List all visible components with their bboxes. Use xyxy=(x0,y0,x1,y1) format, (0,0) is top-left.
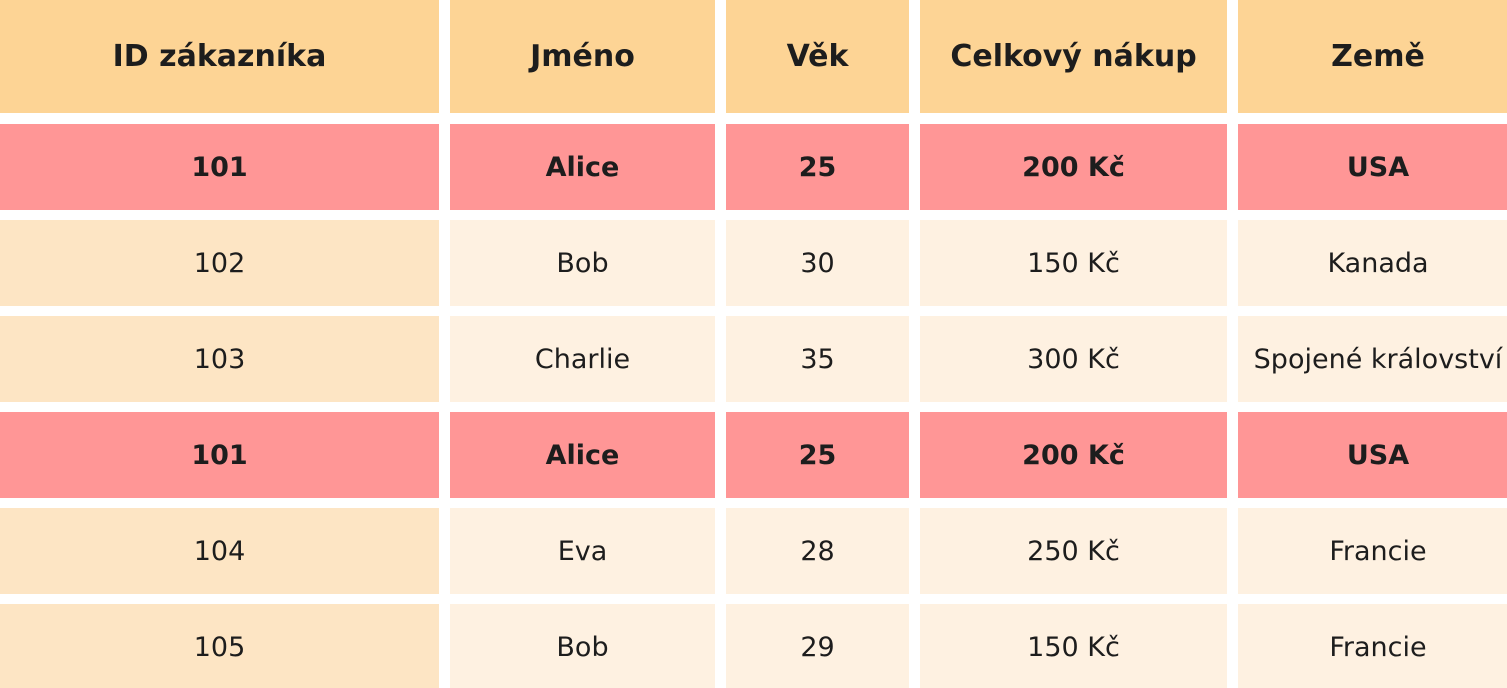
table-cell: Bob xyxy=(450,220,715,306)
table-cell: 150 Kč xyxy=(920,604,1227,688)
table-cell: 28 xyxy=(726,508,909,594)
header-cell: Jméno xyxy=(450,0,715,113)
table-cell: 150 Kč xyxy=(920,220,1227,306)
table-cell: 104 xyxy=(0,508,439,594)
header-cell: Celkový nákup xyxy=(920,0,1227,113)
highlighted-cell: Alice xyxy=(450,124,715,210)
highlighted-cell: 200 Kč xyxy=(920,124,1227,210)
highlighted-cell: Alice xyxy=(450,412,715,498)
highlighted-cell: 101 xyxy=(0,124,439,210)
header-cell: Země xyxy=(1238,0,1507,113)
table-cell: 300 Kč xyxy=(920,316,1227,402)
table-cell: Bob xyxy=(450,604,715,688)
header-cell: ID zákazníka xyxy=(0,0,439,113)
highlighted-cell: 101 xyxy=(0,412,439,498)
highlighted-cell: 25 xyxy=(726,412,909,498)
table-cell: Eva xyxy=(450,508,715,594)
table-cell: 30 xyxy=(726,220,909,306)
table-cell: 105 xyxy=(0,604,439,688)
table-cell: Kanada xyxy=(1238,220,1507,306)
table-cell: 29 xyxy=(726,604,909,688)
highlighted-cell: USA xyxy=(1238,412,1507,498)
table-cell: Spojené království xyxy=(1238,316,1507,402)
header-cell: Věk xyxy=(726,0,909,113)
table-cell: Francie xyxy=(1238,604,1507,688)
highlighted-cell: USA xyxy=(1238,124,1507,210)
table-cell: 102 xyxy=(0,220,439,306)
table-cell: 250 Kč xyxy=(920,508,1227,594)
highlighted-cell: 200 Kč xyxy=(920,412,1227,498)
table-cell: Francie xyxy=(1238,508,1507,594)
highlighted-cell: 25 xyxy=(726,124,909,210)
table-cell: Charlie xyxy=(450,316,715,402)
table-cell: 35 xyxy=(726,316,909,402)
table-cell: 103 xyxy=(0,316,439,402)
